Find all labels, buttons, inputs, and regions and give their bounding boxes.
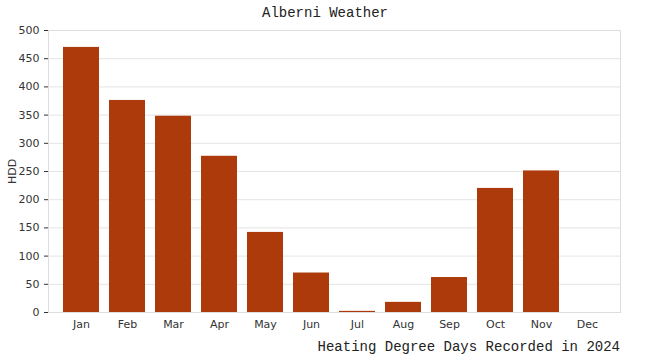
html-text:Alberni Weather: Alberni Weather: [262, 5, 388, 21]
svg-text:Nov: Nov: [531, 318, 553, 331]
svg-text:Jan: Jan: [72, 318, 90, 331]
svg-text:250: 250: [19, 165, 40, 178]
svg-text:0: 0: [33, 306, 40, 319]
svg-text:100: 100: [19, 250, 40, 263]
svg-text:Dec: Dec: [577, 318, 598, 331]
svg-text:Jul: Jul: [350, 318, 364, 331]
svg-text:Sep: Sep: [439, 318, 460, 331]
svg-text:Mar: Mar: [163, 318, 184, 331]
svg-text:May: May: [254, 318, 277, 331]
svg-text:Jun: Jun: [302, 318, 320, 331]
svg-text:Feb: Feb: [118, 318, 137, 331]
svg-text:300: 300: [19, 137, 40, 150]
svg-text:Oct: Oct: [486, 318, 506, 331]
svg-text:Aug: Aug: [393, 318, 414, 331]
svg-text:HDD: HDD: [6, 159, 19, 184]
svg-text:400: 400: [19, 80, 40, 93]
svg-text:450: 450: [19, 52, 40, 65]
svg-text:50: 50: [26, 278, 40, 291]
svg-text:500: 500: [19, 24, 40, 37]
svg-text:200: 200: [19, 193, 40, 206]
svg-text:150: 150: [19, 221, 40, 234]
svg-text:Apr: Apr: [210, 318, 230, 331]
svg-text:350: 350: [19, 109, 40, 122]
html-text:Heating Degree Days Recorded i: Heating Degree Days Recorded in 2024: [317, 339, 620, 355]
